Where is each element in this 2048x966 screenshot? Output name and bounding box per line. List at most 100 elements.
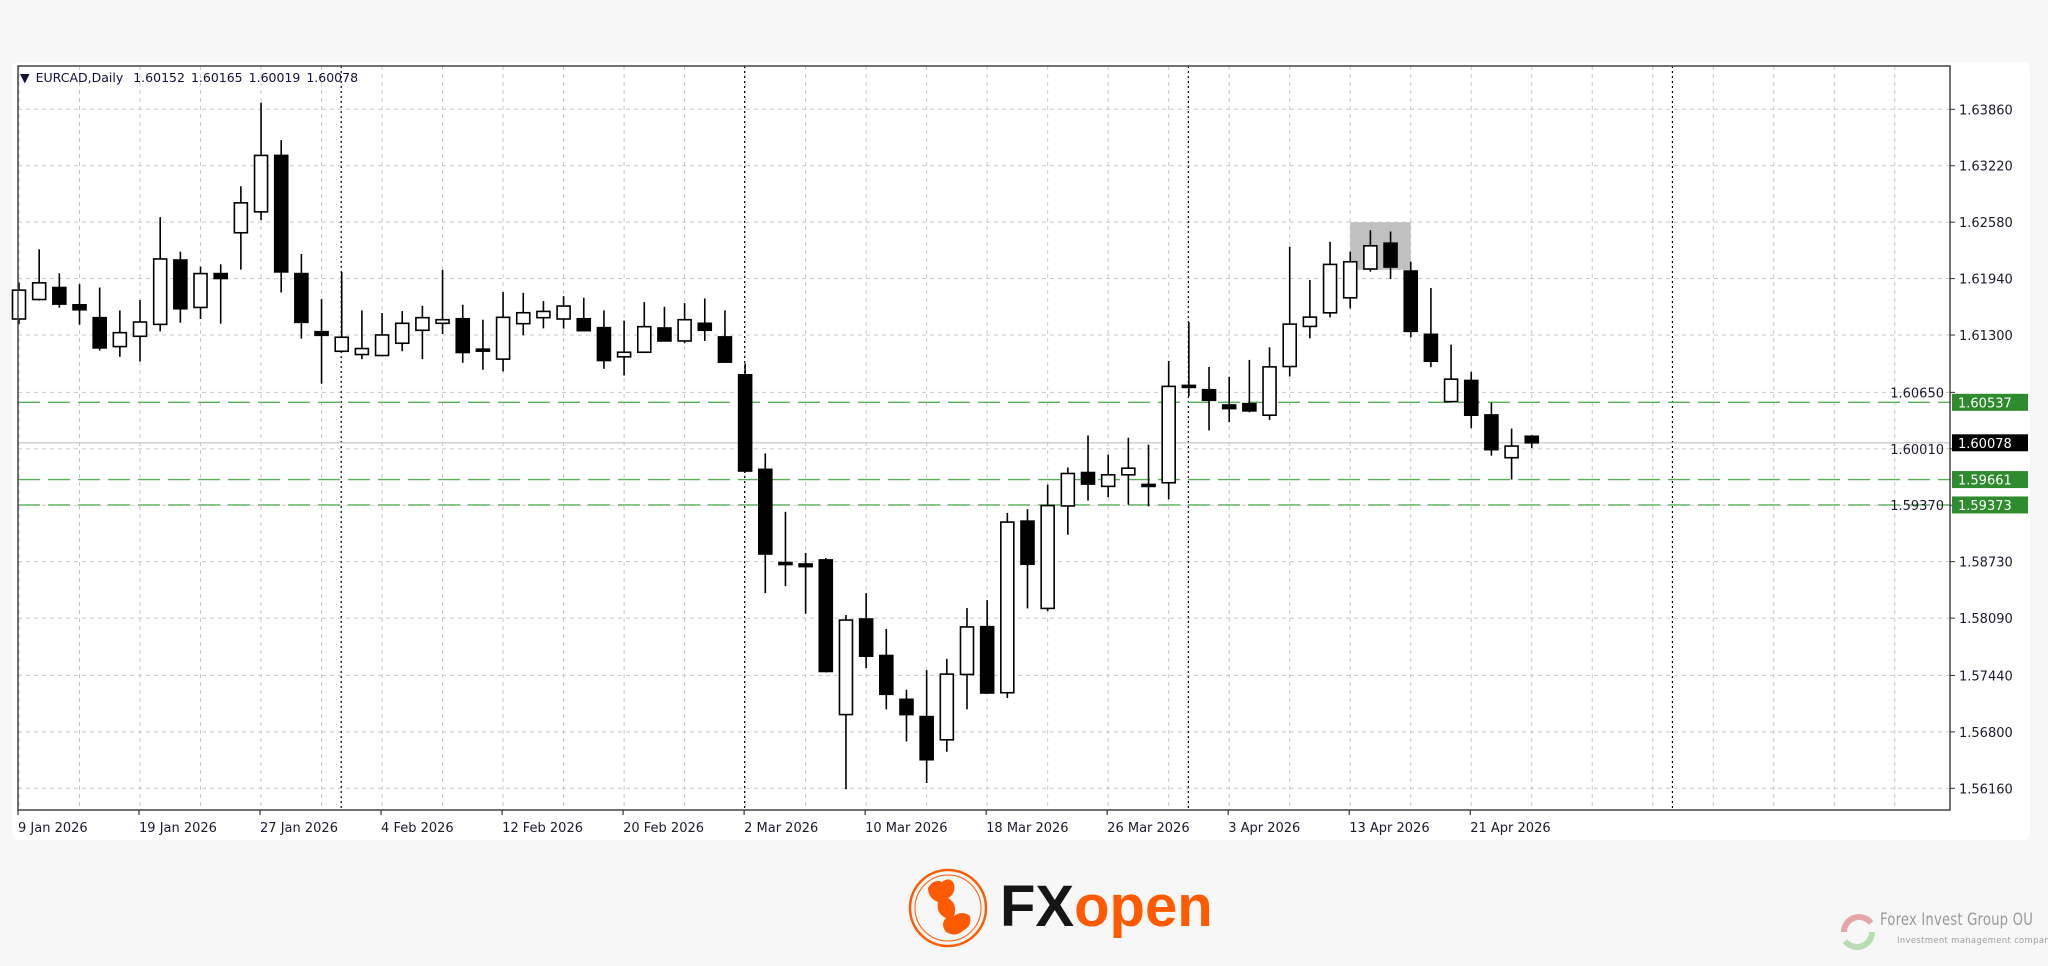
candle-body-bearish: [1141, 483, 1156, 488]
candle[interactable]: [1423, 287, 1439, 368]
candle[interactable]: [415, 305, 430, 360]
candle[interactable]: [879, 628, 894, 710]
candle[interactable]: [112, 310, 128, 357]
candle[interactable]: [636, 302, 652, 354]
candle[interactable]: [556, 296, 571, 329]
candle[interactable]: [717, 310, 733, 363]
candle[interactable]: [899, 689, 914, 742]
candle[interactable]: [1463, 371, 1479, 429]
candle[interactable]: [435, 269, 450, 334]
candle[interactable]: [515, 292, 531, 336]
candle-body-bullish: [233, 202, 249, 234]
current-price-tag-label: 1.60078: [1958, 437, 2012, 452]
triangle-down-icon[interactable]: ▼: [20, 70, 30, 85]
candle[interactable]: [1403, 261, 1419, 338]
plot-frame: [17, 65, 1951, 811]
x-tick-label: 19 Jan 2026: [139, 821, 217, 836]
candle-body-bearish: [1020, 520, 1035, 566]
candle-body-bearish: [1181, 384, 1197, 389]
candle[interactable]: [1504, 428, 1519, 480]
candle[interactable]: [616, 320, 632, 376]
candle[interactable]: [1141, 444, 1156, 507]
candle[interactable]: [737, 363, 753, 473]
candle[interactable]: [959, 608, 975, 710]
candle[interactable]: [1000, 512, 1015, 699]
candle[interactable]: [657, 306, 672, 342]
candle-body-bullish: [152, 258, 168, 326]
candle[interactable]: [1524, 435, 1540, 449]
candle[interactable]: [677, 303, 692, 344]
candle[interactable]: [1443, 344, 1459, 403]
candle[interactable]: [1020, 509, 1035, 609]
candle[interactable]: [798, 552, 813, 614]
candle[interactable]: [1242, 359, 1257, 413]
candle[interactable]: [314, 299, 329, 384]
candle[interactable]: [576, 297, 592, 332]
candle[interactable]: [818, 557, 834, 673]
candle[interactable]: [757, 453, 773, 594]
candle-body-bullish: [31, 282, 47, 301]
candle[interactable]: [1040, 484, 1055, 612]
candle[interactable]: [455, 304, 471, 363]
candle[interactable]: [1282, 246, 1298, 377]
candle[interactable]: [1121, 437, 1136, 505]
candle[interactable]: [979, 600, 995, 695]
candle[interactable]: [919, 670, 934, 783]
candle-body-bullish: [636, 325, 652, 354]
candle[interactable]: [475, 319, 491, 370]
candle[interactable]: [193, 266, 208, 319]
candle[interactable]: [1100, 454, 1116, 498]
candle[interactable]: [1484, 402, 1499, 456]
x-tick-label: 3 Apr 2026: [1228, 821, 1300, 836]
level-price-tag-box: [1952, 393, 2028, 411]
candle[interactable]: [173, 251, 188, 323]
candle[interactable]: [213, 264, 228, 324]
level-price-tag-box: [1952, 496, 2028, 514]
candle[interactable]: [354, 310, 370, 360]
candle[interactable]: [152, 217, 168, 332]
candle[interactable]: [1161, 360, 1176, 500]
candle[interactable]: [1060, 467, 1076, 535]
candle-body-bearish: [1524, 435, 1540, 444]
candle[interactable]: [495, 292, 511, 372]
candle[interactable]: [1262, 347, 1277, 420]
candle[interactable]: [536, 301, 551, 329]
candle[interactable]: [31, 249, 47, 301]
candle[interactable]: [374, 313, 390, 357]
candle[interactable]: [838, 615, 854, 790]
candle-body-bearish: [858, 618, 874, 658]
candle[interactable]: [858, 593, 874, 669]
candle[interactable]: [294, 254, 309, 339]
candle[interactable]: [273, 140, 289, 293]
level-price-tag-label: 1.59373: [1958, 499, 2012, 514]
candle[interactable]: [1302, 279, 1318, 339]
candle-body-bearish: [919, 715, 934, 761]
candle[interactable]: [233, 186, 249, 270]
candle[interactable]: [1383, 231, 1398, 279]
candle[interactable]: [52, 273, 67, 308]
candle[interactable]: [394, 311, 410, 352]
candle[interactable]: [334, 271, 350, 353]
candle[interactable]: [92, 287, 107, 351]
candle[interactable]: [132, 300, 148, 362]
candle[interactable]: [1363, 230, 1378, 272]
open-value: 1.60152: [133, 70, 185, 85]
x-tick-label: 27 Jan 2026: [260, 821, 338, 836]
candle[interactable]: [939, 658, 955, 752]
candle[interactable]: [1080, 435, 1096, 501]
candle[interactable]: [697, 298, 713, 341]
candle[interactable]: [1322, 241, 1338, 318]
candle[interactable]: [596, 310, 612, 369]
candle[interactable]: [1181, 322, 1197, 397]
candle-body-bearish: [92, 316, 107, 349]
level-price-tag-label: 1.60537: [1958, 396, 2012, 411]
candle[interactable]: [11, 282, 27, 325]
candle[interactable]: [253, 102, 269, 221]
candle[interactable]: [1201, 366, 1217, 431]
candle[interactable]: [1342, 251, 1358, 309]
candle[interactable]: [72, 284, 87, 325]
candle-body-bullish: [193, 272, 208, 309]
candle[interactable]: [778, 511, 793, 587]
candle[interactable]: [1221, 376, 1237, 423]
